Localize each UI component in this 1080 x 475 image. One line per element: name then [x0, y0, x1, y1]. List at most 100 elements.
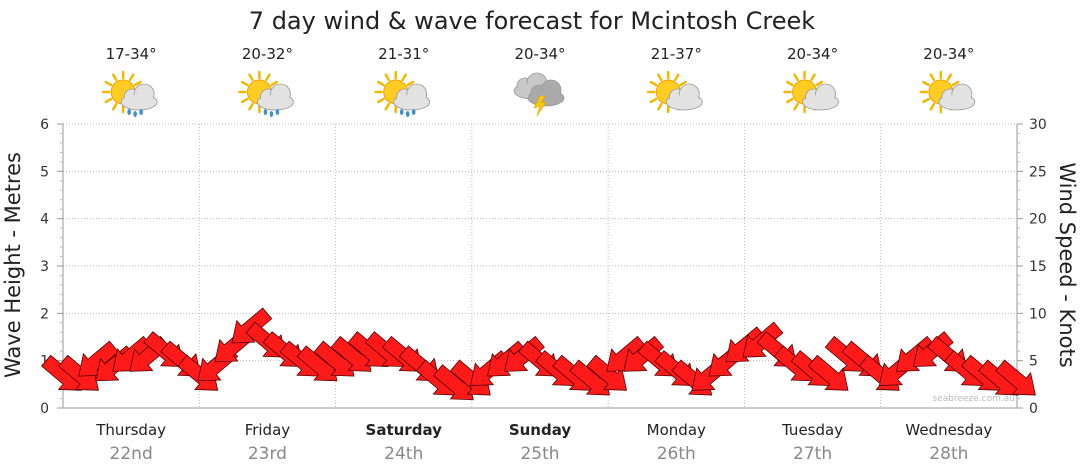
right-tick-label: 20	[1029, 212, 1047, 228]
lightning-bolt	[533, 95, 547, 117]
day-temperature: 21-31°	[378, 45, 429, 63]
left-tick-label: 6	[40, 117, 49, 133]
cloud-fill	[667, 95, 702, 109]
grid-lines	[63, 123, 1017, 409]
sun-cloud-icon	[647, 70, 703, 114]
cloud-fill	[529, 91, 563, 105]
sun-cloud-icon	[783, 70, 839, 114]
sun-ray	[793, 73, 799, 82]
rain-drop	[269, 111, 274, 117]
y-axis-right-title: Wind Speed - Knots	[1055, 162, 1079, 367]
left-tick-label: 3	[40, 259, 49, 275]
sun-ray	[111, 73, 118, 82]
day-date-label: 27th	[793, 444, 832, 464]
sun-cloud-icon	[919, 70, 976, 114]
sun-ray	[786, 97, 794, 104]
right-tick-label: 25	[1029, 164, 1047, 180]
rain-drop	[405, 111, 410, 117]
day-name-label: Saturday	[366, 421, 443, 439]
day-name-label: Friday	[245, 421, 291, 439]
rain-drop	[127, 109, 131, 115]
cloud-fill	[394, 95, 429, 109]
sun-ray	[674, 73, 680, 82]
sun-ray	[679, 80, 687, 87]
day-date-label: 22nd	[110, 444, 153, 464]
sun-ray	[922, 80, 930, 87]
sun-ray	[377, 97, 385, 104]
day-temperature: 17-34°	[106, 45, 157, 63]
sun-ray	[815, 80, 824, 87]
sun-ray	[377, 80, 385, 87]
wind-arrow	[807, 354, 849, 391]
sun-ray	[786, 80, 794, 87]
sun-ray	[134, 80, 142, 87]
rain-drop	[275, 109, 280, 115]
day-name-label: Monday	[647, 421, 706, 439]
right-tick-label: 30	[1029, 117, 1047, 133]
sun-ray	[401, 73, 407, 82]
wind-arrow	[586, 354, 628, 391]
cloud-fill	[803, 95, 838, 109]
rain-drop	[133, 111, 137, 117]
cloud-fill	[939, 95, 974, 109]
day-weather-headers: 17-34° 20-32° 21-31° 20-34° 21-37° 20-34° 20-3…	[101, 45, 976, 117]
rain-drop	[263, 109, 268, 115]
cloud-fill	[122, 95, 157, 109]
sun-ray	[104, 97, 113, 104]
sun-ray	[111, 102, 118, 111]
day-date-label: 23rd	[248, 444, 287, 464]
sun-ray	[265, 73, 271, 82]
storm-cloud-icon	[513, 72, 565, 117]
day-name-label: Sunday	[509, 421, 572, 439]
sun-ray	[248, 73, 254, 82]
day-temperature: 20-32°	[242, 45, 293, 63]
right-tick-label: 15	[1029, 259, 1047, 275]
sun-ray	[793, 102, 799, 111]
day-temperature: 20-34°	[514, 45, 565, 63]
credit-watermark: seabreeze.com.au	[933, 394, 1015, 404]
wind-arrow	[995, 359, 1036, 396]
sun-ray	[240, 80, 249, 87]
sun-ray	[929, 102, 936, 111]
sun-ray	[951, 80, 960, 87]
sun-ray	[104, 80, 113, 87]
left-tick-label: 2	[40, 306, 49, 322]
sun-ray	[128, 73, 135, 82]
cloud-fill	[258, 95, 293, 109]
left-tick-label: 5	[40, 164, 49, 180]
day-labels: Thursday 22nd Friday 23rd Saturday 24th Sunday…	[95, 421, 992, 464]
sun-ray	[384, 73, 390, 82]
sun-ray	[406, 80, 415, 87]
day-date-label: 24th	[384, 444, 423, 464]
right-tick-label: 0	[1029, 401, 1038, 417]
left-tick-label: 4	[40, 212, 49, 228]
day-date-label: 28th	[929, 444, 968, 464]
sun-ray	[946, 73, 953, 82]
day-name-label: Thursday	[95, 421, 166, 439]
right-tick-label: 10	[1029, 306, 1047, 322]
sun-ray	[240, 97, 249, 104]
sun-ray	[810, 73, 816, 82]
sun-cloud-rain-icon	[101, 70, 158, 117]
sun-cloud-rain-icon	[238, 70, 294, 117]
y-axis-left-title: Wave Height - Metres	[1, 152, 25, 378]
day-name-label: Tuesday	[781, 421, 843, 439]
sun-ray	[649, 97, 658, 104]
day-date-label: 25th	[520, 444, 559, 464]
left-tick-label: 0	[40, 401, 49, 417]
rain-drop	[411, 109, 416, 115]
rain-drop	[399, 109, 404, 115]
day-temperature: 21-37°	[651, 45, 702, 63]
chart-title: 7 day wind & wave forecast for Mcintosh …	[249, 7, 815, 35]
right-axis: 0 5 10 15 20 25 30	[1016, 117, 1047, 417]
left-tick-label: 1	[40, 354, 49, 370]
sun-cloud-rain-icon	[374, 70, 431, 117]
day-temperature: 20-34°	[787, 45, 838, 63]
day-name-label: Wednesday	[905, 421, 992, 439]
sun-ray	[922, 97, 930, 104]
right-tick-label: 5	[1029, 354, 1038, 370]
wind-arrows-series	[41, 307, 1036, 401]
sun-ray	[657, 73, 663, 82]
sun-ray	[657, 102, 663, 111]
